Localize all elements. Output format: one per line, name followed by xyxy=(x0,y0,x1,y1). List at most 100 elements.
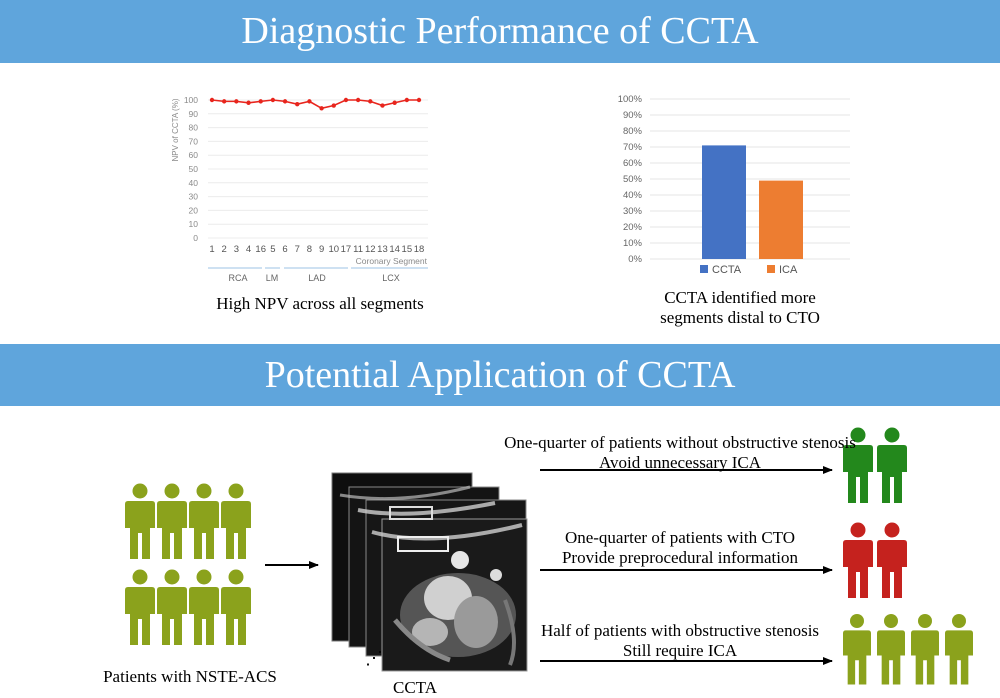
line-chart-x-tick: 7 xyxy=(295,244,300,255)
npv-data-point xyxy=(307,99,312,104)
line-chart-x-tick: 9 xyxy=(319,244,324,255)
stack-continuation-dots: ⋰ xyxy=(365,648,383,668)
bar-chart-y-tick: 70% xyxy=(623,142,643,153)
npv-data-point xyxy=(368,99,373,104)
patients-label: Patients with NSTE-ACS xyxy=(103,667,277,686)
line-chart-y-axis-label: NPV of CCTA (%) xyxy=(171,98,180,161)
line-chart-x-tick: 2 xyxy=(222,244,227,255)
npv-data-point xyxy=(234,99,239,104)
line-chart-x-tick: 6 xyxy=(282,244,287,255)
outcome-3-text: Half of patients with obstructive stenos… xyxy=(470,621,890,661)
line-chart-y-tick: 10 xyxy=(189,219,199,229)
line-chart-gridlines xyxy=(208,99,428,239)
npv-data-point xyxy=(246,100,251,105)
line-chart-x-tick: 10 xyxy=(328,244,339,255)
line-chart-x-tick: 14 xyxy=(389,244,400,255)
legend-ccta-label: CCTA xyxy=(712,264,742,276)
line-chart-x-tick: 15 xyxy=(402,244,413,255)
line-chart-x-axis-label: Coronary Segment xyxy=(356,256,428,266)
bar-chart-y-tick: 40% xyxy=(623,190,643,201)
line-chart-y-tick: 80 xyxy=(189,123,199,133)
npv-data-point xyxy=(331,103,336,108)
line-chart-x-tick: 18 xyxy=(414,244,425,255)
line-chart-x-tick: 12 xyxy=(365,244,376,255)
person-icon xyxy=(911,614,939,685)
bar-chart-gridlines xyxy=(650,98,850,260)
person-icon xyxy=(945,614,973,685)
npv-data-point xyxy=(221,99,227,104)
bar-chart-y-tick: 100% xyxy=(618,94,643,105)
line-chart-y-tick: 40 xyxy=(189,178,199,188)
person-icon xyxy=(221,483,251,559)
outcome-3-line-2: Still require ICA xyxy=(622,641,738,660)
outcome-2-line-1: One-quarter of patients with CTO xyxy=(564,528,796,547)
bar-chart-caption-line-2: segments distal to CTO xyxy=(660,308,820,327)
bar-ica xyxy=(759,180,803,259)
legend-ica-label: ICA xyxy=(779,264,798,276)
line-chart-x-tick: 3 xyxy=(234,244,239,255)
line-chart-y-tick: 100 xyxy=(184,95,198,105)
npv-data-point xyxy=(404,97,410,103)
person-icon xyxy=(189,569,219,645)
line-chart-x-tick: 17 xyxy=(341,244,352,255)
line-chart-y-tick: 60 xyxy=(189,150,199,160)
person-icon xyxy=(125,569,155,645)
npv-data-point xyxy=(258,99,263,104)
group-label-lcx: LCX xyxy=(382,273,400,283)
line-chart-caption: High NPV across all segments xyxy=(216,294,424,313)
bar-chart-y-tick: 30% xyxy=(623,206,643,217)
group-label-lad: LAD xyxy=(308,273,326,283)
bar-chart-y-ticks: 0% 10% 20% 30% 40% 50% 60% 70% 80% 90% 100% xyxy=(618,94,643,265)
bar-chart-caption: CCTA identified more segments distal to … xyxy=(630,288,850,328)
nste-acs-patients-group xyxy=(125,483,251,645)
line-chart-x-tick: 8 xyxy=(307,244,312,255)
distal-segments-bar-chart: 0% 10% 20% 30% 40% 50% 60% 70% 80% 90% 100% CCTA I… xyxy=(618,94,850,276)
potential-application-banner: Potential Application of CCTA xyxy=(0,344,1000,406)
person-icon xyxy=(157,483,187,559)
group-label-rca: RCA xyxy=(228,273,247,283)
line-chart-x-tick: 4 xyxy=(246,244,251,255)
bar-chart-caption-line-1: CCTA identified more xyxy=(664,288,816,307)
line-chart-y-tick: 0 xyxy=(193,233,198,243)
line-chart-y-tick: 20 xyxy=(189,205,199,215)
bar-chart-y-tick: 0% xyxy=(628,254,642,265)
npv-data-point xyxy=(282,99,288,104)
person-icon xyxy=(221,569,251,645)
line-chart-x-tick: 5 xyxy=(270,244,275,255)
bar-chart-y-tick: 60% xyxy=(623,158,643,169)
outcome-2-text: One-quarter of patients with CTO Provide… xyxy=(470,528,890,568)
outcome-1-line-2: Avoid unnecessary ICA xyxy=(598,453,762,472)
npv-data-point xyxy=(392,100,397,105)
outcome-1-text: One-quarter of patients without obstruct… xyxy=(470,433,890,473)
bar-chart-y-tick: 20% xyxy=(623,222,643,233)
bar-chart-legend: CCTA ICA xyxy=(700,264,798,276)
npv-data-point xyxy=(270,97,276,103)
ccta-image-stack xyxy=(331,472,528,672)
line-chart-x-tick: 13 xyxy=(377,244,388,255)
bar-chart-y-tick: 80% xyxy=(623,126,643,137)
person-icon xyxy=(189,483,219,559)
ccta-label: CCTA xyxy=(393,678,437,697)
bar-ccta xyxy=(702,145,746,259)
bar-chart-y-tick: 50% xyxy=(623,174,643,185)
bar-chart-y-tick: 90% xyxy=(623,110,643,121)
bar-chart-y-tick: 10% xyxy=(623,238,643,249)
outcome-1-line-1: One-quarter of patients without obstruct… xyxy=(504,433,856,452)
npv-data-point xyxy=(343,97,349,103)
npv-data-point xyxy=(380,103,385,108)
diagnostic-performance-banner: Diagnostic Performance of CCTA xyxy=(0,0,1000,63)
group-label-lm: LM xyxy=(266,273,279,283)
line-chart-y-tick: 30 xyxy=(189,192,199,202)
npv-data-point xyxy=(209,97,215,103)
person-icon xyxy=(157,569,187,645)
npv-data-point xyxy=(355,97,361,103)
line-chart-y-tick: 50 xyxy=(189,164,199,174)
line-chart-x-ticks: 1 2 3 4 16 5 6 7 8 9 10 17 11 12 13 14 15 18 xyxy=(209,244,424,255)
person-icon xyxy=(125,483,155,559)
legend-ica-swatch xyxy=(767,265,775,273)
legend-ccta-swatch xyxy=(700,265,708,273)
line-chart-x-tick: 16 xyxy=(255,244,266,255)
outcome-2-line-2: Provide preprocedural information xyxy=(561,548,799,567)
line-chart-y-ticks: 0 10 20 30 40 50 60 70 80 90 100 xyxy=(184,95,198,243)
